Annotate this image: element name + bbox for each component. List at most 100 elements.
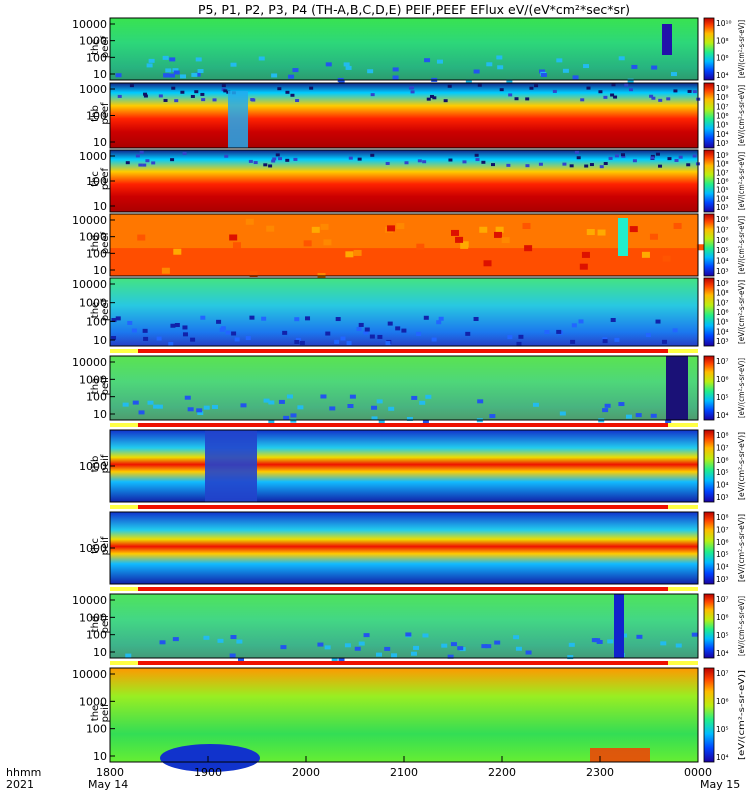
bright-feature (618, 218, 628, 256)
noise-pixel (635, 413, 642, 418)
x-tick-label: 2300 (586, 766, 614, 779)
noise-pixel (655, 319, 661, 324)
noise-pixel (424, 58, 431, 63)
noise-pixel (392, 75, 399, 80)
noise-pixel (147, 400, 154, 405)
noise-pixel (506, 163, 511, 167)
colorbar-tick-label: 10⁶ (716, 697, 729, 706)
noise-pixel (429, 94, 434, 98)
flux-cell (501, 237, 510, 244)
energy-band (110, 430, 698, 502)
noise-pixel (146, 63, 153, 68)
noise-pixel (401, 328, 407, 333)
noise-pixel (283, 415, 290, 420)
noise-pixel (670, 72, 677, 77)
noise-pixel (603, 161, 608, 165)
flux-cell (229, 234, 238, 241)
colorbar-unit-label: [eV/(cm²-s-sr-eV)] (737, 20, 746, 78)
colorbar-tick-label: 10⁵ (716, 550, 729, 559)
panel-thc-peef (110, 18, 698, 84)
noise-pixel (138, 410, 145, 415)
panel-thc-peef (110, 150, 700, 212)
noise-pixel (513, 635, 520, 640)
colorbar (703, 277, 715, 347)
y-tick-label: 1000 (79, 695, 107, 708)
colorbar-tick-label: 10⁷ (716, 595, 729, 604)
colorbar (703, 17, 715, 81)
noise-pixel (286, 394, 293, 399)
noise-pixel (422, 419, 429, 424)
flux-cell (396, 223, 405, 230)
noise-pixel (672, 328, 678, 333)
dark-feature (614, 594, 624, 658)
panel-frame (109, 213, 699, 277)
noise-pixel (624, 83, 629, 87)
colorbar-tick-label: 10⁴ (716, 481, 729, 490)
noise-pixel (212, 98, 217, 102)
colorbar-tick-label: 10⁴ (716, 411, 729, 420)
noise-pixel (384, 646, 391, 651)
colorbar-tick-label: 10⁴ (716, 257, 729, 266)
noise-pixel (216, 319, 222, 324)
noise-pixel (196, 408, 203, 413)
flux-cell (323, 239, 332, 246)
noise-pixel (651, 65, 658, 70)
noise-pixel (217, 638, 224, 643)
panel-probe-label: the (90, 302, 101, 318)
flux-cell (597, 229, 606, 236)
flux-cell (493, 231, 502, 238)
noise-pixel (290, 93, 295, 97)
noise-pixel (363, 633, 370, 638)
panel-quantity-label: peif (100, 614, 111, 633)
noise-pixel (556, 329, 562, 334)
noise-pixel (473, 316, 479, 321)
colorbar-tick-label: 10⁸ (716, 215, 729, 224)
colorbar (703, 355, 715, 421)
noise-pixel (610, 318, 616, 323)
colorbar-tick-label: 10³ (716, 203, 729, 212)
noise-pixel (245, 336, 251, 341)
noise-pixel (494, 640, 501, 645)
colorbar-tick-label: 10⁹ (716, 279, 729, 288)
noise-pixel (294, 317, 300, 322)
flux-cell (641, 251, 650, 258)
panel-probe-label: thc (90, 39, 101, 55)
noise-pixel (649, 94, 654, 98)
noise-pixel (122, 402, 129, 407)
x-tick-label: 0000 (684, 766, 712, 779)
noise-pixel (143, 92, 148, 96)
noise-pixel (340, 336, 346, 341)
noise-pixel (156, 404, 163, 409)
colorbar-tick-label: 10⁸ (716, 289, 729, 298)
colorbar-unit-label: [eV/(cm²-s-sr-eV)] (737, 596, 746, 656)
noise-pixel (586, 86, 591, 90)
noise-pixel (158, 94, 163, 98)
noise-pixel (392, 67, 399, 72)
noise-pixel (268, 400, 275, 405)
noise-pixel (142, 328, 148, 333)
noise-pixel (678, 155, 683, 159)
y-tick-label: 10 (93, 200, 107, 213)
noise-pixel (552, 89, 557, 93)
noise-pixel (203, 635, 210, 640)
noise-pixel (331, 657, 338, 662)
noise-pixel (607, 639, 614, 644)
y-tick-label: 10000 (72, 668, 107, 681)
noise-pixel (604, 403, 611, 408)
noise-pixel (525, 164, 530, 168)
colorbar-tick-label: 10⁷ (716, 357, 729, 366)
colorbar (703, 511, 715, 585)
colorbar-tick-label: 10³ (716, 267, 729, 276)
noise-pixel (278, 157, 283, 161)
noise-pixel (194, 90, 199, 94)
noise-pixel (486, 62, 493, 67)
footer-row2-label: 2021 (6, 778, 34, 791)
colorbar-tick-label: 10⁶ (716, 177, 729, 186)
y-tick-label: 10 (93, 68, 107, 81)
colorbar-unit-label: [eV/(cm²-s-sr-eV)] (737, 152, 746, 210)
noise-pixel (594, 638, 601, 643)
noise-pixel (369, 334, 375, 339)
noise-pixel (169, 57, 176, 62)
y-tick-label: 10 (93, 750, 107, 763)
noise-pixel (497, 65, 504, 70)
